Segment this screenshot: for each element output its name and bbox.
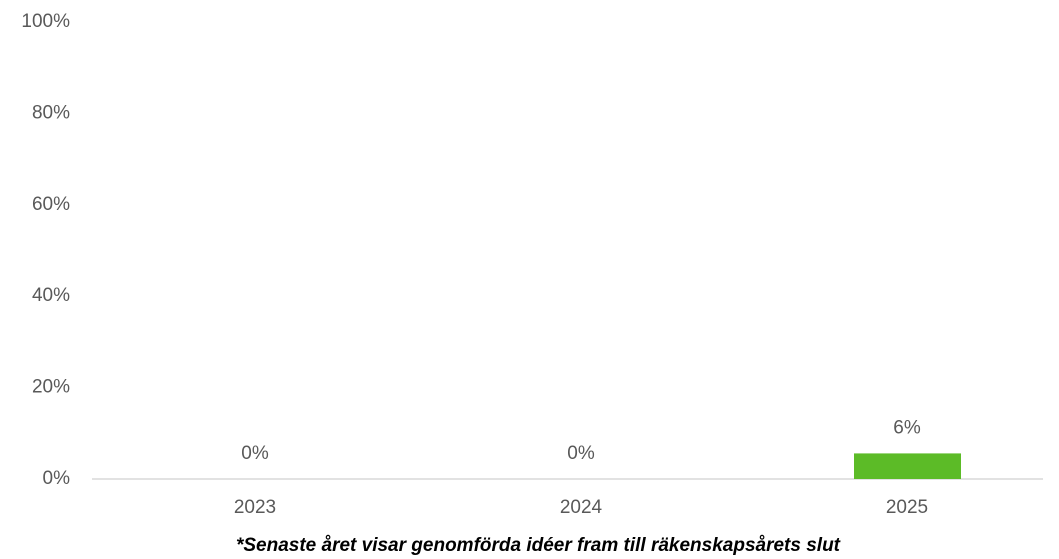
x-tick-label: 2024 bbox=[560, 497, 603, 518]
bar bbox=[854, 453, 961, 479]
y-tick-label: 0% bbox=[43, 468, 71, 489]
y-tick-label: 20% bbox=[32, 377, 70, 398]
y-tick-label: 60% bbox=[32, 194, 70, 215]
x-tick-label: 2023 bbox=[234, 497, 276, 518]
y-tick-label: 100% bbox=[21, 11, 70, 32]
x-tick-label: 2025 bbox=[886, 497, 928, 518]
y-tick-label: 40% bbox=[32, 285, 70, 306]
data-label: 0% bbox=[241, 443, 269, 464]
data-label: 0% bbox=[567, 443, 595, 464]
y-tick-label: 80% bbox=[32, 102, 70, 123]
footnote: *Senaste året visar genomförda idéer fra… bbox=[236, 535, 841, 556]
data-label: 6% bbox=[893, 417, 921, 438]
